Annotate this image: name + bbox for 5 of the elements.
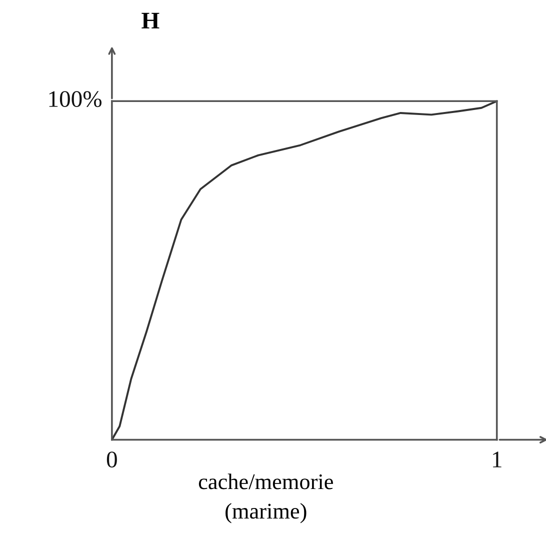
y-axis-title: H	[142, 12, 160, 28]
x-axis-title: cache/memorie (marime)	[198, 474, 333, 524]
x-tick-label: 0	[106, 452, 117, 468]
text: 100%	[49, 91, 102, 108]
x-tick-label: 1	[493, 452, 502, 468]
